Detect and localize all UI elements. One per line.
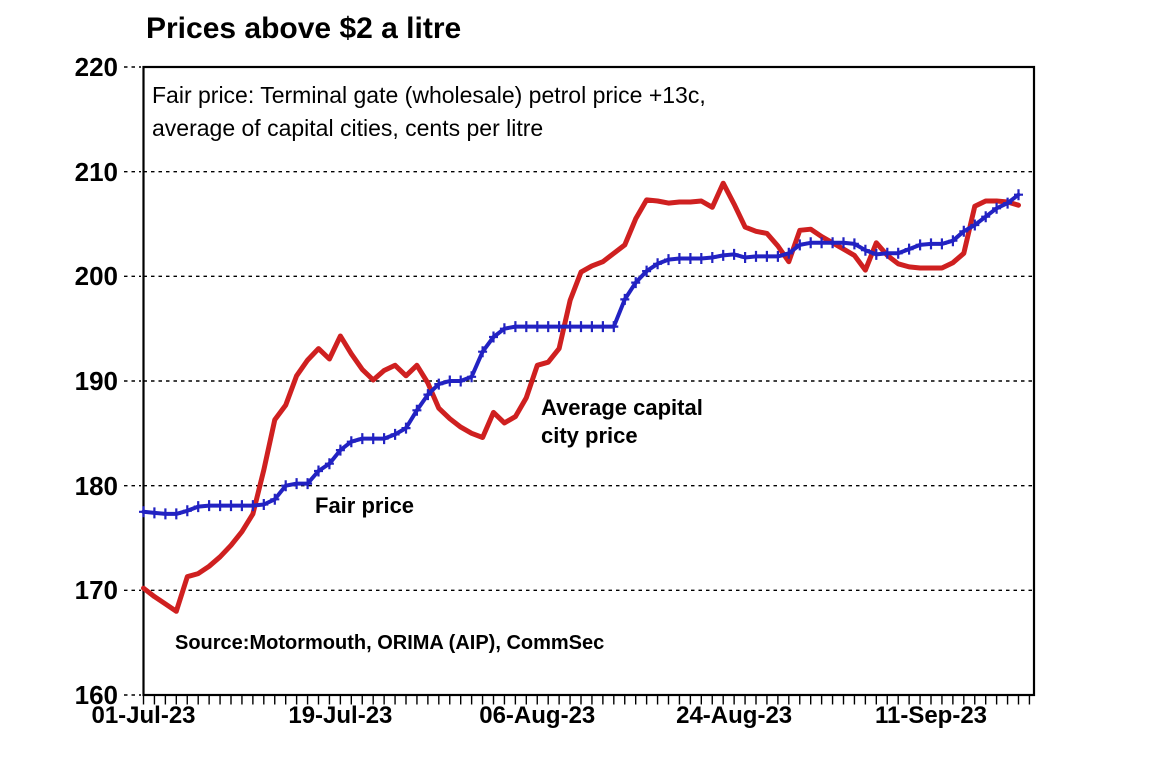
y-axis-label-180: 180 [74, 470, 118, 501]
x-axis-label-19-Jul-23: 19-Jul-23 [288, 702, 393, 729]
x-axis-label-01-Jul-23: 01-Jul-23 [91, 702, 196, 729]
source-attribution: Source:Motormouth, ORIMA (AIP), CommSec [175, 632, 605, 654]
average-capital-city-series-label-line-2: city price [541, 423, 638, 448]
x-axis-label-11-Sep-23: 11-Sep-23 [874, 702, 988, 729]
series-line-1 [141, 192, 1021, 516]
chart-subtitle-line-1: Fair price: Terminal gate (wholesale) pe… [152, 82, 706, 108]
y-axis-label-160: 160 [74, 680, 118, 710]
y-axis-label-170: 170 [74, 575, 118, 606]
average-capital-city-series-label-line-1: Average capital [541, 395, 703, 420]
chart-subtitle-line-2: average of capital cities, cents per lit… [152, 115, 544, 141]
page-title: Prices above $2 a litre [146, 12, 462, 45]
y-axis-label-200: 200 [74, 261, 118, 292]
series-plus-markers-1 [139, 189, 1023, 520]
fair-price-series-label: Fair price [315, 493, 415, 518]
average-capital-city-series-label: Average capital city price [541, 394, 703, 450]
x-axis-label-24-Aug-23: 24-Aug-23 [676, 702, 793, 729]
y-axis-label-210: 210 [74, 156, 118, 187]
x-axis-label-06-Aug-23: 06-Aug-23 [479, 702, 596, 729]
y-axis-label-190: 190 [74, 366, 118, 396]
plot-frame [142, 65, 1036, 697]
y-axis-label-220: 220 [74, 52, 118, 82]
